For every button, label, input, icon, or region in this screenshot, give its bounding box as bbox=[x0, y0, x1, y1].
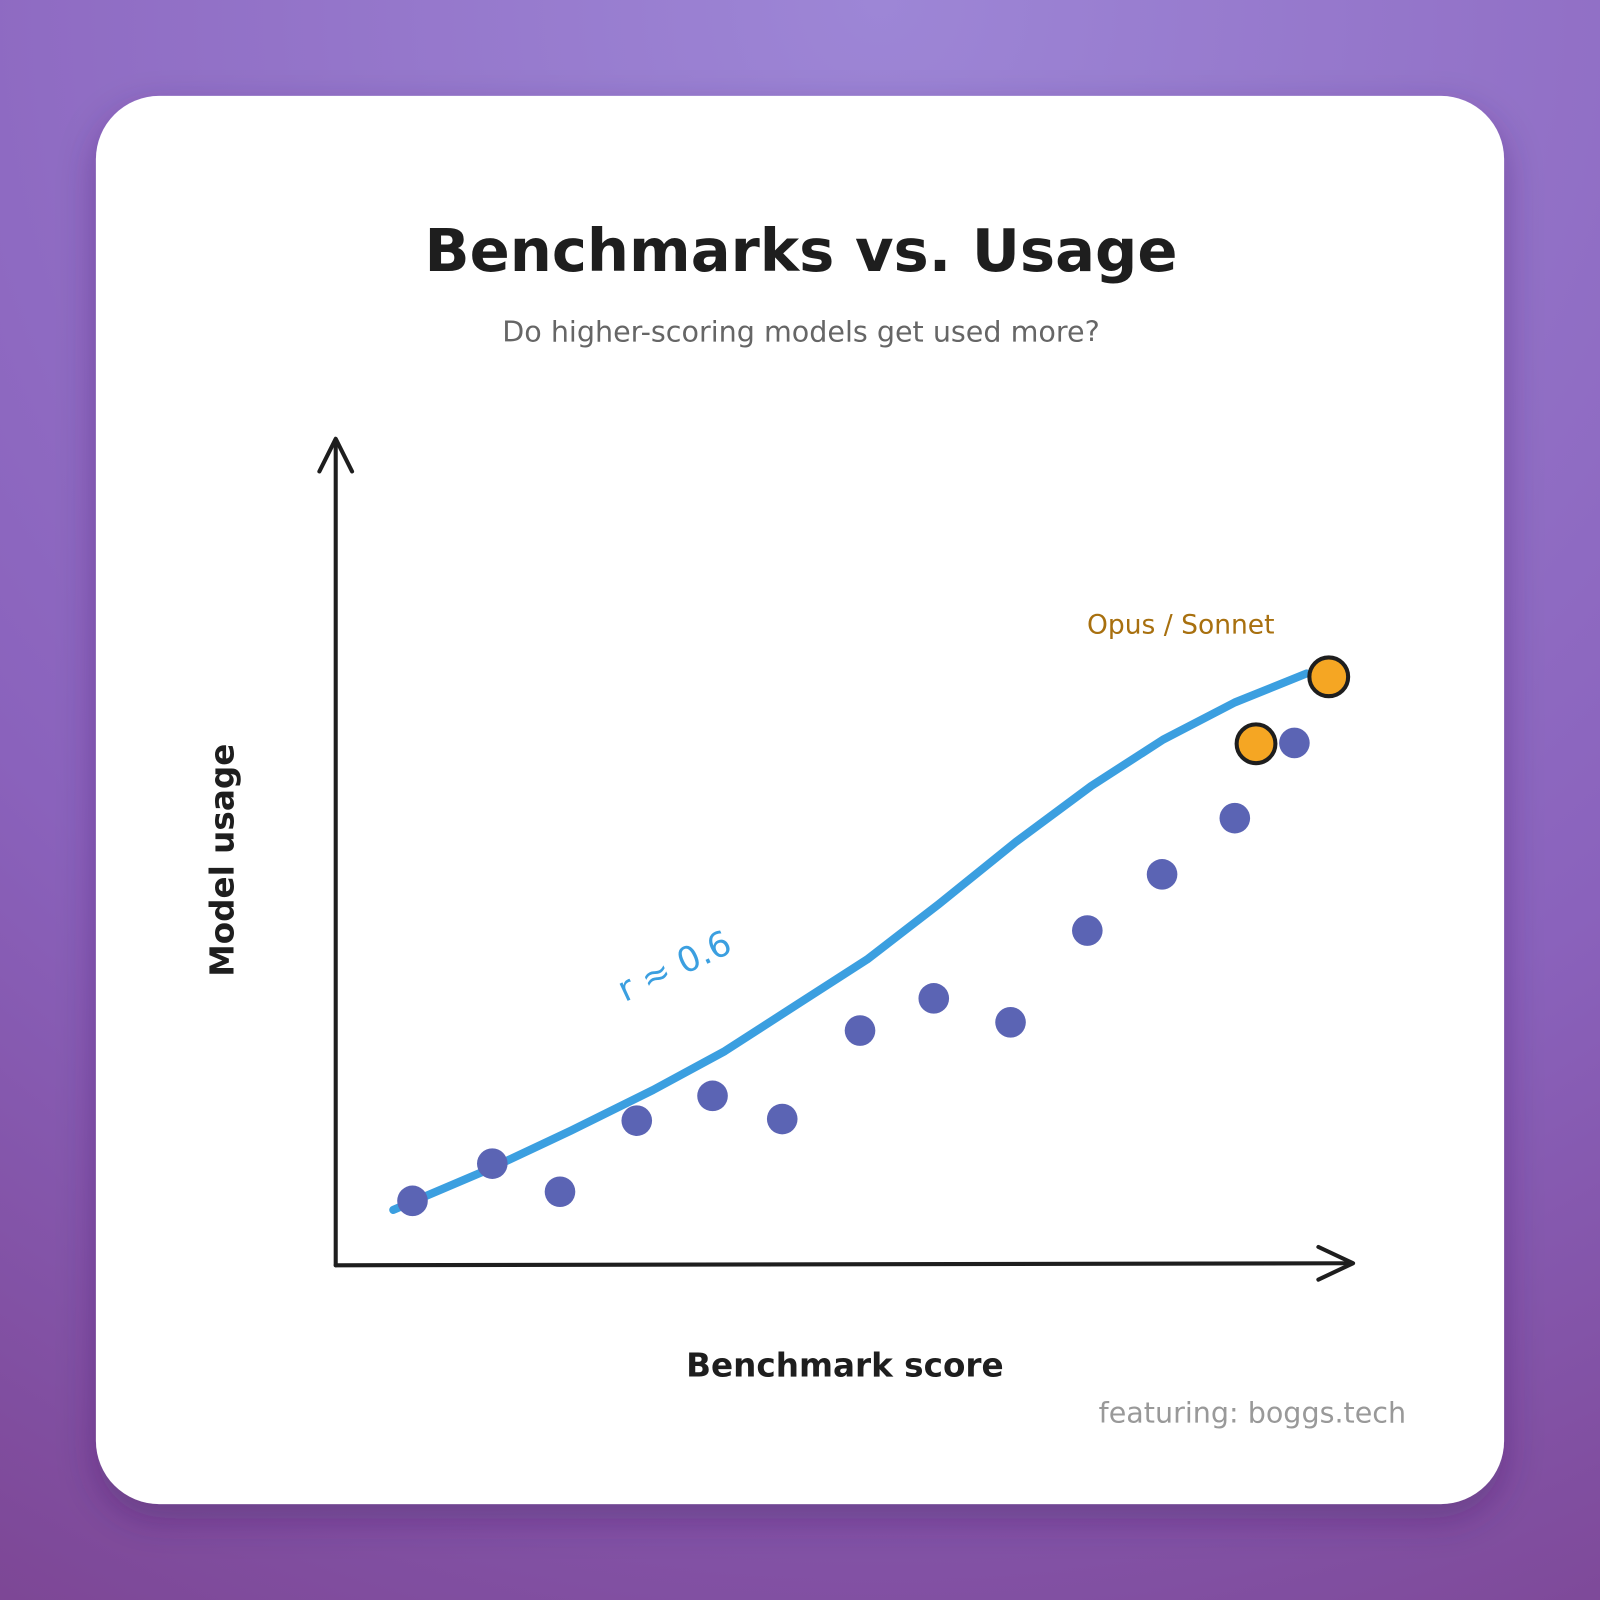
highlight-point bbox=[1307, 655, 1351, 699]
x-axis-arrow bbox=[1316, 1244, 1356, 1282]
y-axis-arrow bbox=[317, 436, 355, 474]
point bbox=[1219, 802, 1251, 834]
point bbox=[918, 983, 950, 1014]
series-annotation: Opus / Sonnet bbox=[1087, 609, 1275, 640]
y-axis-label: Model usage bbox=[203, 744, 241, 977]
card bbox=[95, 95, 1505, 1505]
point bbox=[697, 1080, 728, 1112]
point bbox=[1146, 859, 1178, 890]
point bbox=[844, 1015, 876, 1046]
chart-title: Benchmarks vs. Usage bbox=[424, 216, 1177, 285]
point bbox=[397, 1185, 428, 1217]
footer: featuring: boggs.tech bbox=[1099, 1395, 1406, 1429]
chart-subtitle: Do higher-scoring models get used more? bbox=[502, 315, 1099, 349]
point bbox=[477, 1148, 508, 1179]
trend-line bbox=[389, 669, 1311, 1215]
point bbox=[621, 1105, 653, 1136]
x-axis-label: Benchmark score bbox=[686, 1346, 1003, 1384]
x-axis bbox=[333, 1261, 1354, 1268]
point bbox=[766, 1103, 798, 1135]
point bbox=[1279, 727, 1310, 759]
highlight-point bbox=[1234, 722, 1278, 766]
axes bbox=[317, 436, 1356, 1282]
point bbox=[1072, 915, 1103, 946]
point bbox=[544, 1176, 576, 1208]
point bbox=[995, 1007, 1026, 1038]
